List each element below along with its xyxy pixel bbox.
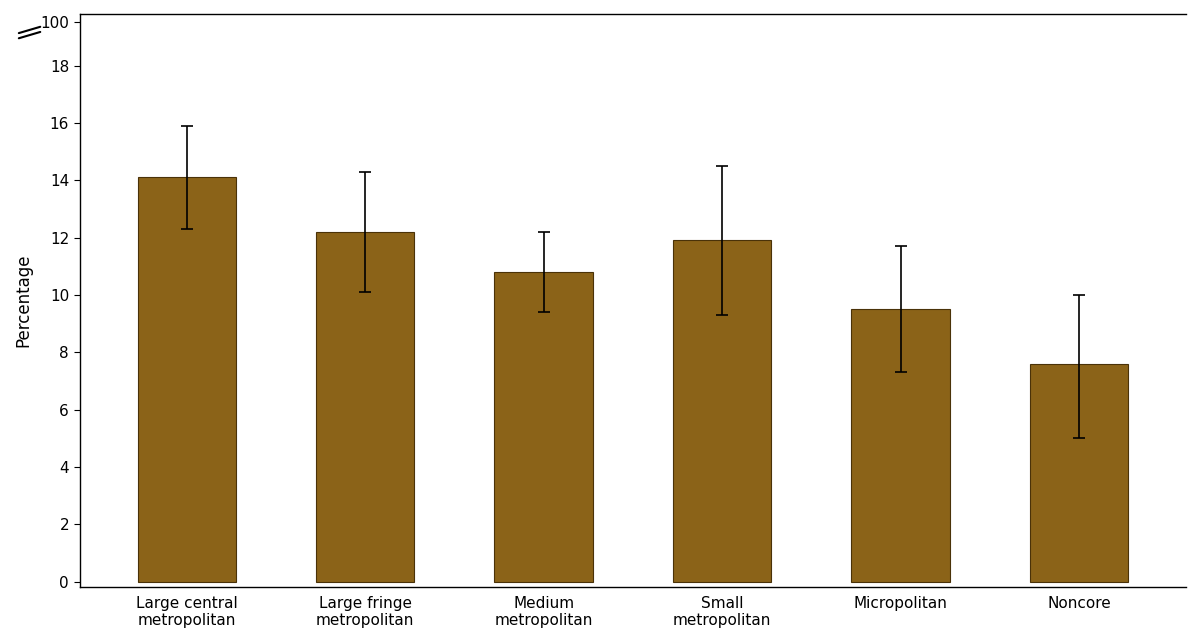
Bar <box>852 309 949 582</box>
Bar <box>316 232 414 582</box>
Y-axis label: Percentage: Percentage <box>14 254 32 347</box>
Bar <box>1030 364 1128 582</box>
Bar <box>138 177 235 582</box>
Bar <box>494 272 593 582</box>
Bar <box>673 240 772 582</box>
